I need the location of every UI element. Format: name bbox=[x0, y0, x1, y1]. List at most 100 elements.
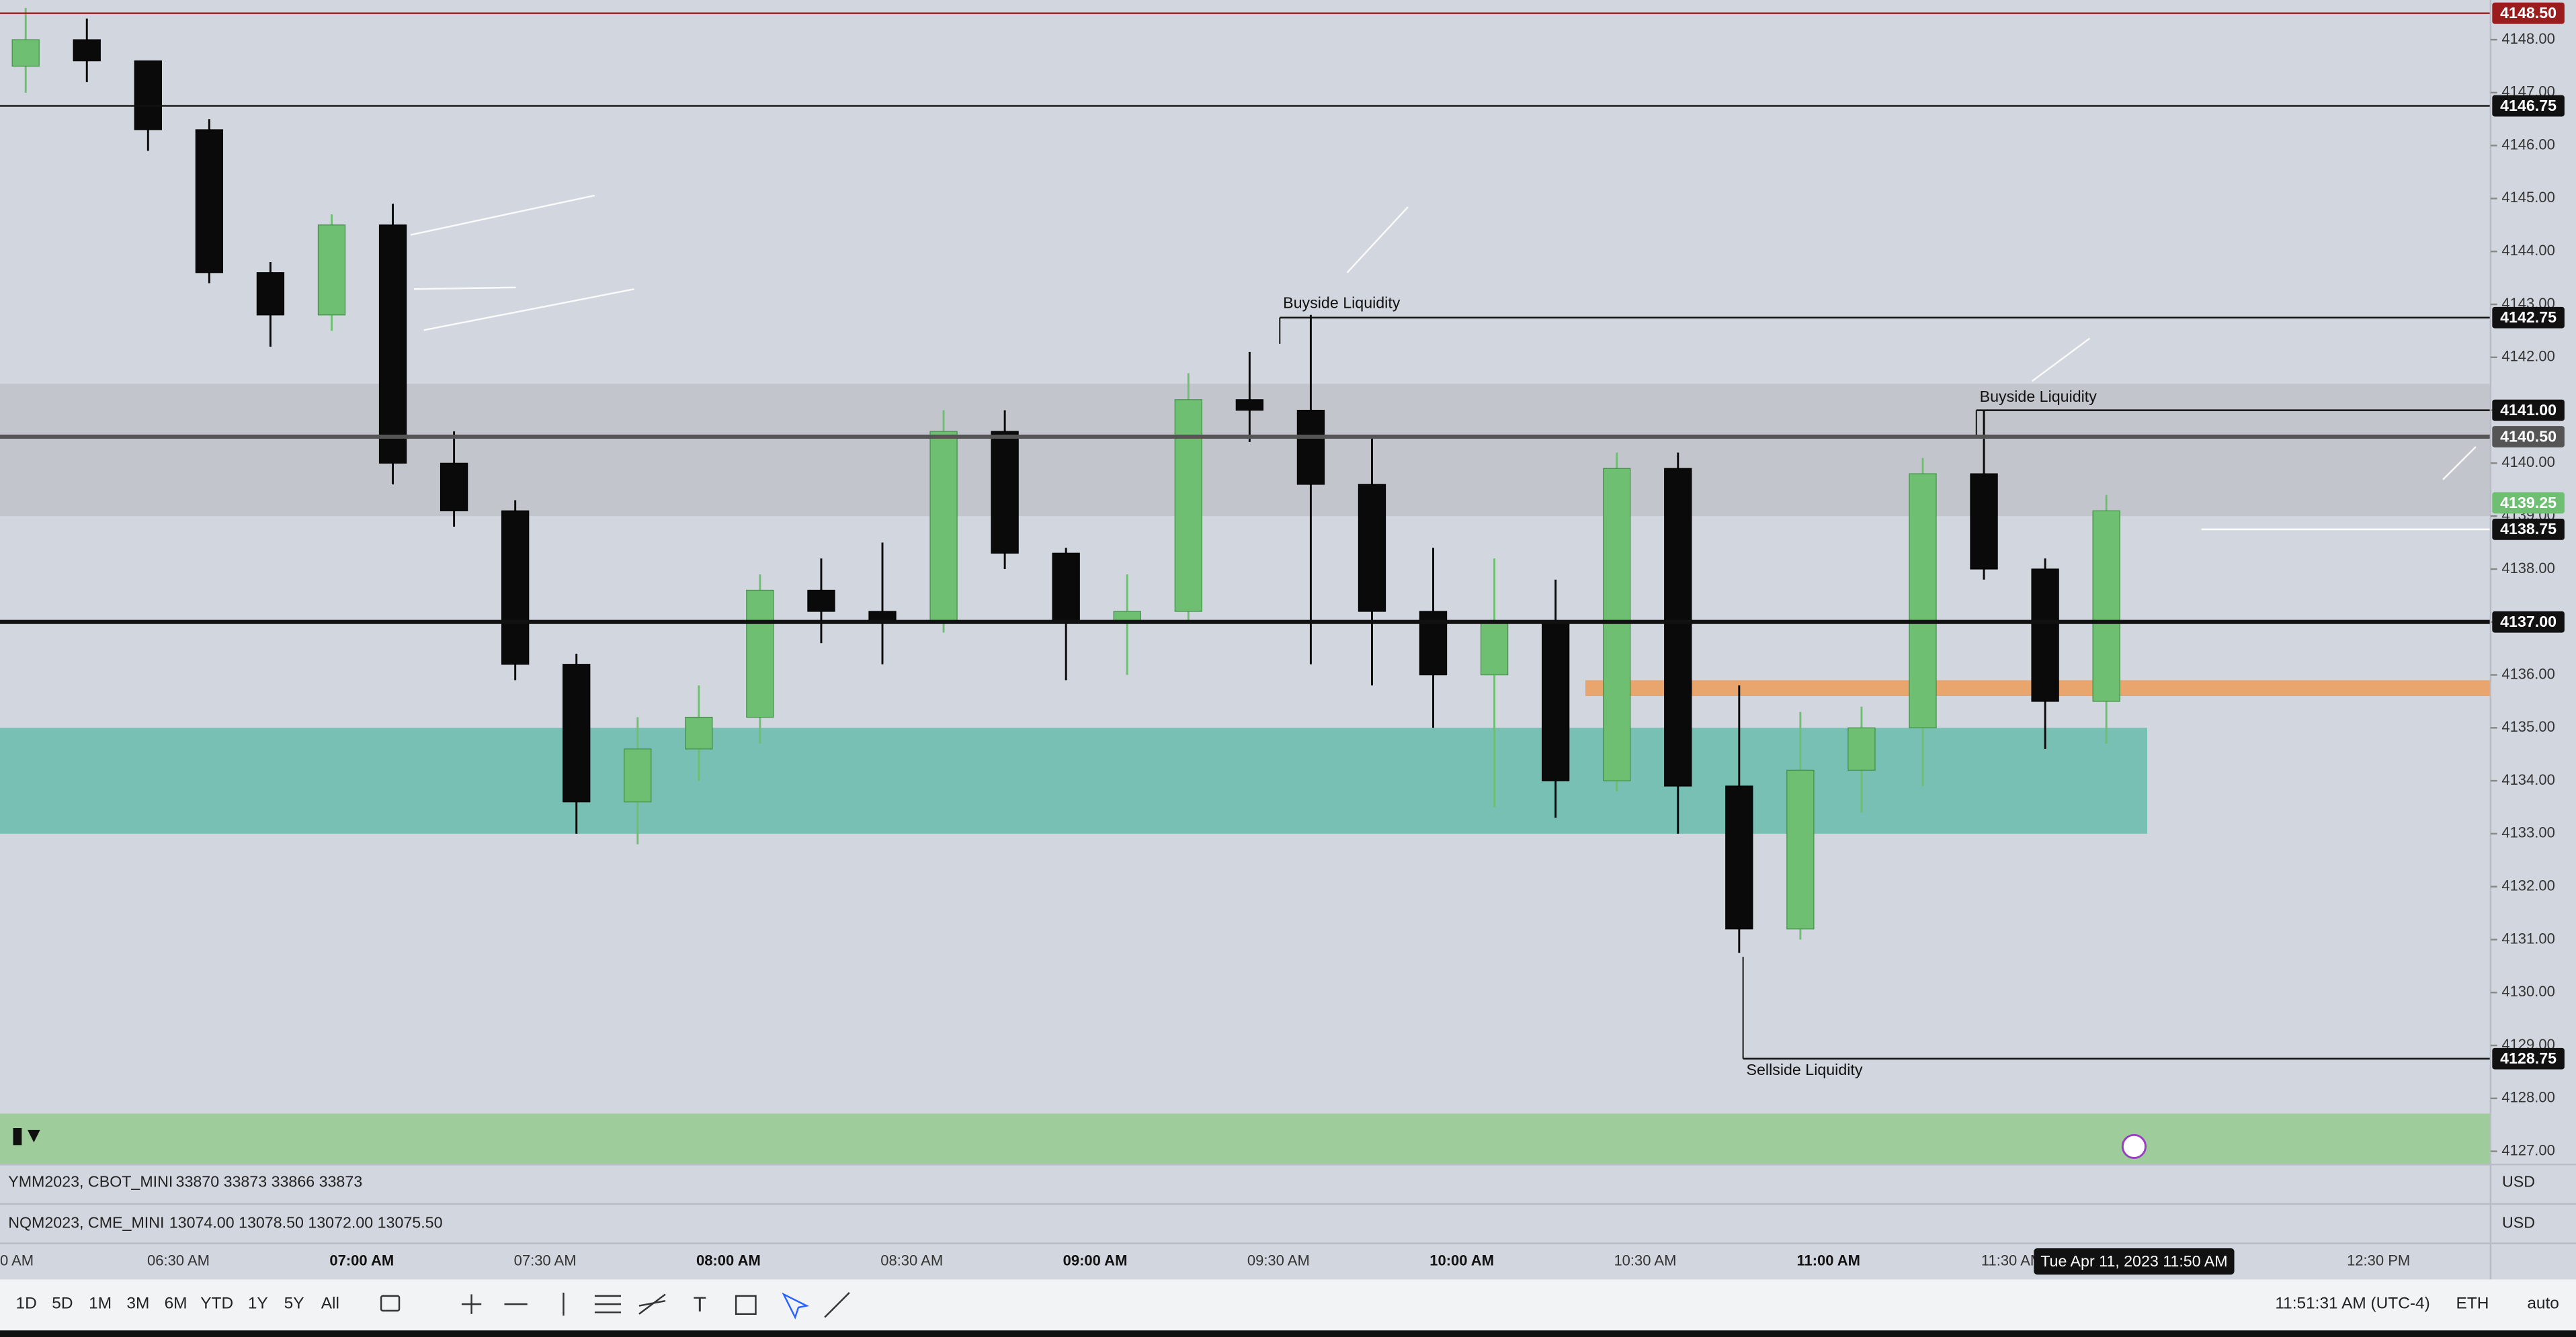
candle-body bbox=[1725, 785, 1753, 930]
candle-body bbox=[1603, 468, 1631, 781]
candle-body bbox=[929, 431, 958, 623]
range-button[interactable]: 6M bbox=[165, 1295, 188, 1313]
x-tick-label: 0 AM bbox=[0, 1252, 34, 1268]
candle-body bbox=[1664, 468, 1692, 787]
x-tick-label: 10:00 AM bbox=[1429, 1252, 1494, 1268]
candle-body bbox=[1358, 484, 1386, 612]
y-tick-label: 4144.00 bbox=[2501, 242, 2555, 259]
x-tick-label: 10:30 AM bbox=[1614, 1252, 1676, 1268]
range-button[interactable]: All bbox=[321, 1295, 339, 1313]
candle-body bbox=[440, 462, 468, 511]
panel-currency[interactable]: USD bbox=[2502, 1213, 2535, 1231]
svg-text:T: T bbox=[694, 1292, 706, 1316]
candle-body bbox=[1480, 621, 1509, 676]
x-tick-label: 11:00 AM bbox=[1796, 1252, 1860, 1268]
range-button[interactable]: 5Y bbox=[284, 1295, 304, 1313]
candle-body bbox=[563, 664, 591, 803]
candle-body bbox=[378, 224, 407, 464]
candle-body bbox=[1235, 399, 1264, 411]
scale-mode[interactable]: auto bbox=[2527, 1295, 2559, 1313]
candle-body bbox=[317, 224, 346, 316]
candle-body bbox=[2092, 510, 2120, 702]
price-tag-label: 4142.75 bbox=[2500, 308, 2557, 326]
x-tick-label: 07:30 AM bbox=[514, 1252, 577, 1268]
panel-quote: 13074.00 13078.50 13072.00 13075.50 bbox=[169, 1213, 443, 1231]
price-tag-label: 4140.50 bbox=[2500, 427, 2557, 445]
clock: 11:51:31 AM (UTC-4) bbox=[2275, 1295, 2429, 1313]
price-tag-label: 4137.00 bbox=[2500, 613, 2557, 630]
price-tag-label: 4141.00 bbox=[2500, 401, 2557, 419]
candle-body bbox=[1052, 552, 1080, 623]
price-tag bbox=[2492, 518, 2565, 540]
candle-body bbox=[1174, 399, 1202, 612]
candle-body bbox=[624, 748, 652, 803]
range-button[interactable]: YTD bbox=[200, 1295, 233, 1313]
candle-body bbox=[746, 589, 774, 718]
y-tick-label: 4148.00 bbox=[2501, 30, 2555, 47]
range-button[interactable]: 3M bbox=[126, 1295, 149, 1313]
candle-body bbox=[1909, 473, 1937, 728]
arrows bbox=[410, 194, 2477, 480]
candle-body bbox=[256, 272, 285, 316]
price-tag bbox=[2492, 399, 2565, 421]
x-tick-label: 12:30 PM bbox=[2347, 1252, 2410, 1268]
candle-body bbox=[1296, 409, 1325, 485]
range-button[interactable]: 1Y bbox=[248, 1295, 268, 1313]
y-tick-label: 4132.00 bbox=[2501, 877, 2555, 894]
annotation: Sellside Liquidity bbox=[1747, 1061, 1863, 1078]
x-tick-label: 08:30 AM bbox=[880, 1252, 943, 1268]
price-tag bbox=[2492, 1047, 2565, 1070]
y-tick-label: 4140.00 bbox=[2501, 454, 2555, 470]
bottom-edge bbox=[0, 1330, 2576, 1337]
x-tick-label: 09:30 AM bbox=[1247, 1252, 1310, 1268]
annotation: Buyside Liquidity bbox=[1980, 388, 2097, 405]
range-button[interactable]: 1M bbox=[89, 1295, 112, 1313]
candle-body bbox=[195, 129, 224, 273]
price-tag-label: 4146.75 bbox=[2500, 97, 2557, 114]
y-tick-label: 4131.00 bbox=[2501, 930, 2555, 947]
x-tick-label: 08:00 AM bbox=[696, 1252, 761, 1268]
candle-body bbox=[11, 39, 40, 67]
candle-body bbox=[501, 510, 530, 665]
zone bbox=[0, 728, 2147, 834]
panel-symbol: NQM2023, CME_MINI bbox=[8, 1213, 164, 1231]
candle-body bbox=[1786, 769, 1815, 930]
candle-body bbox=[807, 589, 835, 612]
crosshair-label: Tue Apr 11, 2023 11:50 AM bbox=[2040, 1252, 2227, 1270]
alert-icon[interactable] bbox=[2121, 1133, 2147, 1159]
plot-area bbox=[0, 7, 2491, 1060]
candle-body bbox=[1847, 727, 1876, 771]
price-tag bbox=[2492, 2, 2565, 24]
y-tick-label: 4133.00 bbox=[2501, 824, 2555, 841]
y-tick-label: 4135.00 bbox=[2501, 718, 2555, 735]
drawing-tools[interactable]: T bbox=[380, 1292, 850, 1320]
candle-body bbox=[1970, 473, 1998, 570]
y-tick-label: 4127.00 bbox=[2501, 1141, 2555, 1158]
range-button[interactable]: 1D bbox=[15, 1295, 36, 1313]
x-tick-label: 07:00 AM bbox=[329, 1252, 394, 1268]
y-tick-label: 4146.00 bbox=[2501, 136, 2555, 153]
price-tag-label: 4128.75 bbox=[2500, 1049, 2557, 1067]
y-tick-label: 4136.00 bbox=[2501, 665, 2555, 682]
price-tag bbox=[2492, 95, 2565, 117]
panel-currency[interactable]: USD bbox=[2502, 1172, 2535, 1190]
price-tag bbox=[2492, 492, 2565, 514]
session[interactable]: ETH bbox=[2456, 1295, 2489, 1313]
annotation: Buyside Liquidity bbox=[1283, 294, 1401, 311]
price-tag bbox=[2492, 426, 2565, 447]
y-tick-label: 4134.00 bbox=[2501, 771, 2555, 788]
range-button[interactable]: 5D bbox=[52, 1295, 73, 1313]
candle-body bbox=[2031, 568, 2059, 702]
y-tick-label: 4138.00 bbox=[2501, 560, 2555, 576]
logo: ▮▼ bbox=[11, 1123, 44, 1147]
panel-symbol: YMM2023, CBOT_MINI bbox=[8, 1172, 173, 1190]
candle-body bbox=[1542, 621, 1570, 781]
price-tag-label: 4138.75 bbox=[2500, 520, 2557, 537]
y-tick-label: 4130.00 bbox=[2501, 983, 2555, 1000]
price-tag-label: 4139.25 bbox=[2500, 494, 2557, 511]
toolbar bbox=[0, 1279, 2576, 1331]
price-tag bbox=[2492, 306, 2565, 329]
y-tick-label: 4128.00 bbox=[2501, 1089, 2555, 1106]
